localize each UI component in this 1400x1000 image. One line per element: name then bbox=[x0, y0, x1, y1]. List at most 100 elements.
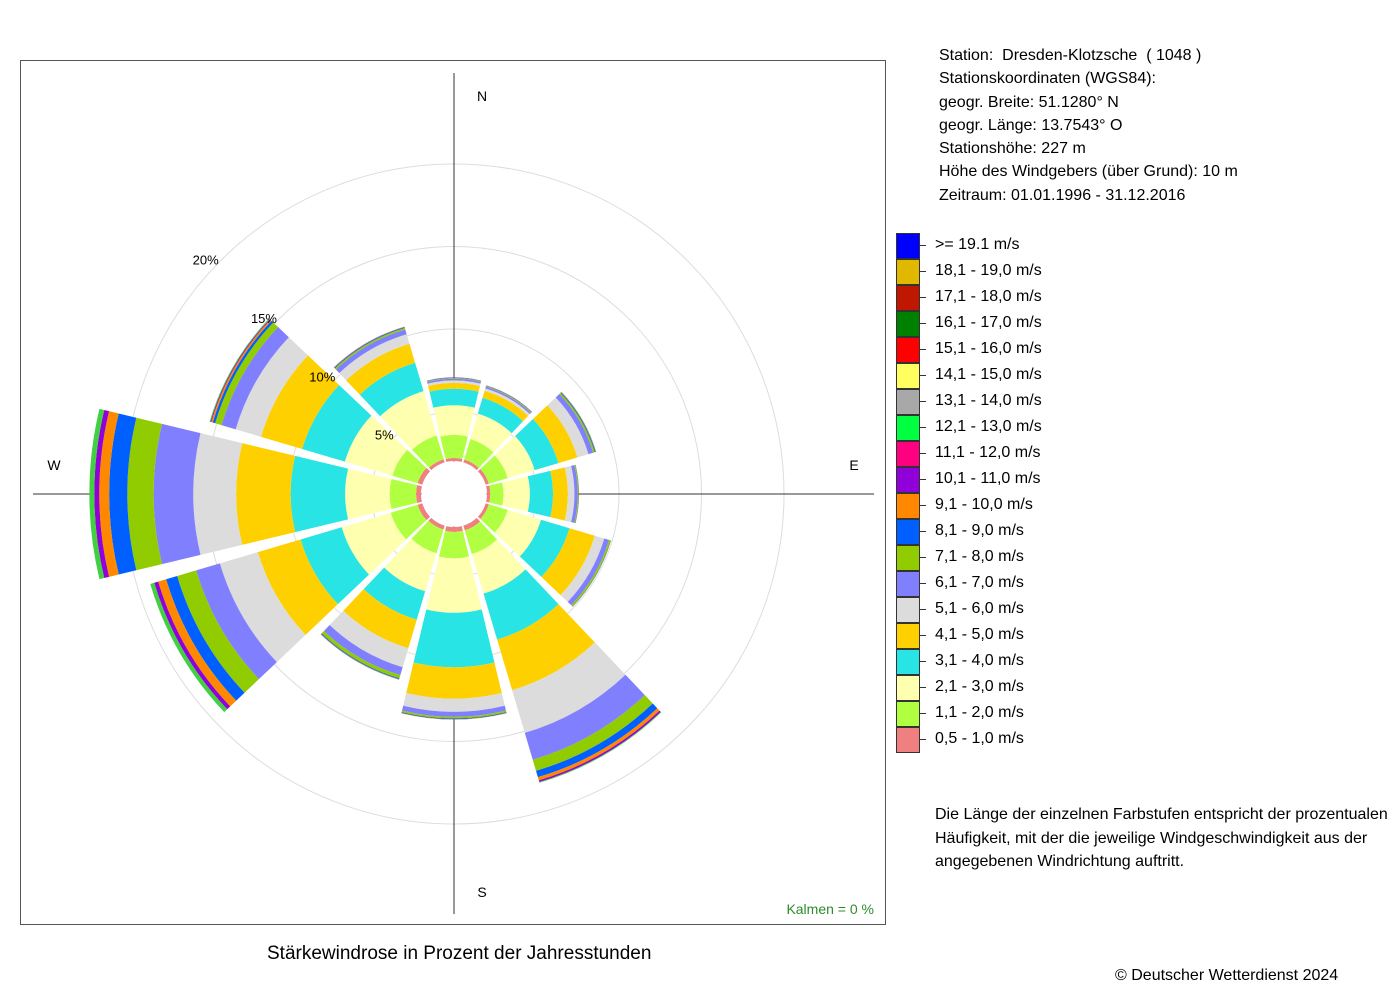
legend-label: 1,1 - 2,0 m/s bbox=[935, 704, 1024, 721]
center-circle bbox=[421, 461, 487, 527]
sector-segment bbox=[440, 434, 468, 460]
legend-swatch bbox=[896, 519, 920, 545]
sector-segment bbox=[89, 408, 105, 580]
legend-label: 2,1 - 3,0 m/s bbox=[935, 678, 1024, 695]
sector-segment bbox=[464, 521, 498, 555]
sector-segment bbox=[257, 539, 338, 635]
legend-swatch bbox=[896, 545, 920, 571]
compass-label-w: W bbox=[47, 457, 61, 473]
sector-segment bbox=[411, 435, 444, 468]
legend-label: 14,1 - 15,0 m/s bbox=[935, 366, 1042, 383]
sector-segment bbox=[532, 405, 578, 464]
legend-label: 16,1 - 17,0 m/s bbox=[935, 314, 1042, 331]
legend-tick bbox=[920, 297, 926, 298]
legend-swatch bbox=[896, 363, 920, 389]
sector-segment bbox=[497, 604, 595, 691]
sector-segment bbox=[150, 582, 228, 713]
compass-label-e: E bbox=[849, 457, 858, 473]
sector-segment bbox=[323, 625, 403, 676]
sector-segment bbox=[177, 570, 259, 693]
legend-swatch bbox=[896, 649, 920, 675]
sector-segment bbox=[574, 464, 579, 524]
legend-tick bbox=[920, 661, 926, 662]
sector-segment bbox=[413, 609, 495, 668]
sector-segment bbox=[343, 589, 417, 649]
sector-segment bbox=[433, 405, 475, 437]
sector-segment bbox=[154, 581, 231, 710]
sector-segment bbox=[99, 411, 119, 577]
legend-swatch bbox=[896, 701, 920, 727]
legend-tick bbox=[920, 739, 926, 740]
legend-tick bbox=[920, 245, 926, 246]
coordinates-heading: Stationskoordinaten (WGS84): bbox=[939, 70, 1156, 88]
legend-tick bbox=[920, 713, 926, 714]
legend-label: 15,1 - 16,0 m/s bbox=[935, 340, 1042, 357]
time-period: Zeitraum: 01.01.1996 - 31.12.2016 bbox=[939, 186, 1186, 204]
sector-segment bbox=[477, 469, 489, 485]
legend-tick bbox=[920, 505, 926, 506]
sector-segment bbox=[427, 380, 481, 387]
sector-segment bbox=[221, 327, 289, 430]
legend-label: 8,1 - 9,0 m/s bbox=[935, 522, 1024, 539]
legend-swatch bbox=[896, 623, 920, 649]
ring-label: 15% bbox=[251, 311, 277, 326]
legend-label: 7,1 - 8,0 m/s bbox=[935, 548, 1024, 565]
windrose-plot-area: 5% 10% 15% 20% N E S W Kalmen = 0 % bbox=[20, 60, 886, 925]
sector-segment bbox=[519, 519, 570, 577]
legend-label: 10,1 - 11,0 m/s bbox=[935, 470, 1041, 487]
station-name: Station: Dresden-Klotzsche ( 1048 ) bbox=[939, 47, 1202, 64]
sector-segment bbox=[406, 662, 502, 699]
sector-segment bbox=[480, 455, 508, 484]
sector-segment bbox=[550, 467, 568, 521]
sector-segment bbox=[571, 465, 578, 523]
sector-segment bbox=[445, 458, 463, 462]
sensor-height: Höhe des Windgebers (über Grund): 10 m bbox=[939, 163, 1238, 181]
explanation-text: Die Länge der einzelnen Farbstufen entsp… bbox=[935, 806, 1388, 870]
sector-segment bbox=[477, 397, 524, 434]
sector-segment bbox=[302, 384, 372, 462]
sector-segment bbox=[477, 503, 489, 519]
sector-segment bbox=[494, 436, 535, 479]
legend-label: 6,1 - 7,0 m/s bbox=[935, 574, 1024, 591]
sector-segment bbox=[321, 631, 401, 679]
legend-tick bbox=[920, 401, 926, 402]
sector-segment bbox=[502, 476, 530, 512]
sector-segment bbox=[236, 443, 296, 545]
sector-segment bbox=[463, 459, 479, 471]
legend-swatch bbox=[896, 233, 920, 259]
sector-segment bbox=[390, 504, 427, 540]
sector-segment bbox=[300, 527, 370, 605]
legend-swatch bbox=[896, 389, 920, 415]
sector-segment bbox=[109, 413, 137, 575]
sector-segment bbox=[389, 478, 418, 510]
sector-segment bbox=[402, 705, 506, 717]
sector-segment bbox=[260, 355, 340, 450]
sector-segment bbox=[426, 556, 482, 613]
sector-segment bbox=[524, 674, 645, 760]
legend-tick bbox=[920, 531, 926, 532]
sector-segment bbox=[417, 503, 431, 521]
legend-label: 0,5 - 1,0 m/s bbox=[935, 730, 1024, 747]
sector-segment bbox=[193, 433, 243, 555]
sector-segment bbox=[416, 485, 422, 503]
sector-segment bbox=[489, 482, 504, 506]
sector-segment bbox=[344, 415, 408, 476]
legend-tick bbox=[920, 557, 926, 558]
sector-segment bbox=[575, 464, 580, 524]
sector-segment bbox=[512, 642, 626, 733]
sector-segment bbox=[564, 465, 575, 523]
sector-segment bbox=[158, 579, 237, 707]
legend-swatch bbox=[896, 597, 920, 623]
legend-tick bbox=[920, 349, 926, 350]
sector-segment bbox=[215, 322, 279, 426]
sector-segment bbox=[482, 390, 529, 422]
windrose-chart: 5% 10% 15% 20% N E S W Kalmen = 0 % bbox=[33, 73, 874, 917]
station-info: Station: Dresden-Klotzsche ( 1048 ) Stat… bbox=[939, 44, 1238, 207]
sector-segment bbox=[515, 419, 559, 471]
sector-segment bbox=[401, 710, 507, 719]
sector-segment bbox=[429, 459, 445, 471]
legend-swatch bbox=[896, 259, 920, 285]
legend-tick bbox=[920, 635, 926, 636]
legend-swatch bbox=[896, 467, 920, 493]
sector-segment bbox=[403, 692, 505, 712]
